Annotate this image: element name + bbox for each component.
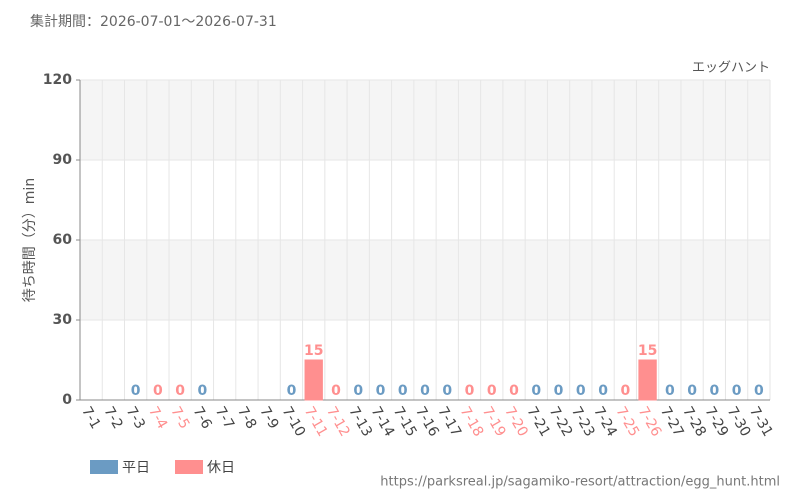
data-label: 0 (709, 383, 719, 399)
x-tick-label: 7-4 (145, 404, 170, 432)
grid-band (80, 240, 770, 320)
data-label: 0 (442, 383, 452, 399)
data-label: 15 (638, 343, 657, 359)
data-label: 0 (331, 383, 341, 399)
x-tick-label: 7-31 (746, 404, 776, 440)
y-tick-label: 90 (53, 152, 73, 168)
y-tick-label: 60 (53, 232, 73, 248)
data-label: 0 (465, 383, 475, 399)
source-url: https://parksreal.jp/sagamiko-resort/att… (380, 475, 780, 490)
data-label: 0 (353, 383, 363, 399)
data-label: 0 (620, 383, 630, 399)
y-tick-label: 30 (53, 312, 73, 328)
data-label: 0 (687, 383, 697, 399)
x-tick-label: 7-6 (189, 404, 214, 432)
legend-swatch (90, 460, 118, 474)
data-label: 0 (420, 383, 430, 399)
y-tick-label: 0 (62, 392, 72, 408)
bar (304, 359, 323, 401)
data-label: 15 (304, 343, 323, 359)
data-label: 0 (198, 383, 208, 399)
grid-band (80, 80, 770, 160)
data-label: 0 (598, 383, 608, 399)
data-label: 0 (131, 383, 141, 399)
data-label: 0 (754, 383, 764, 399)
legend-label: 平日 (122, 460, 150, 476)
bar (638, 359, 657, 401)
x-tick-label: 7-5 (167, 404, 192, 432)
data-label: 0 (287, 383, 297, 399)
chart-subtitle: エッグハント (692, 61, 770, 76)
legend-swatch (175, 460, 203, 474)
data-label: 0 (732, 383, 742, 399)
x-tick-label: 7-2 (100, 404, 125, 432)
data-label: 0 (509, 383, 519, 399)
x-tick-label: 7-9 (256, 404, 281, 432)
x-tick-label: 7-8 (234, 404, 259, 432)
chart-title: 集計期間：2026-07-01～2026-07-31 (30, 13, 277, 30)
x-tick-label: 7-7 (212, 404, 237, 432)
data-label: 0 (487, 383, 497, 399)
data-label: 0 (175, 383, 185, 399)
x-tick-label: 7-1 (78, 404, 103, 432)
data-label: 0 (153, 383, 163, 399)
data-label: 0 (576, 383, 586, 399)
y-axis-label: 待ち時間（分）min (22, 178, 38, 302)
legend-label: 休日 (207, 460, 235, 476)
y-tick-label: 120 (43, 72, 72, 88)
data-label: 0 (531, 383, 541, 399)
data-label: 0 (665, 383, 675, 399)
data-label: 0 (398, 383, 408, 399)
data-label: 0 (376, 383, 386, 399)
x-tick-label: 7-3 (123, 404, 148, 432)
data-label: 0 (554, 383, 564, 399)
